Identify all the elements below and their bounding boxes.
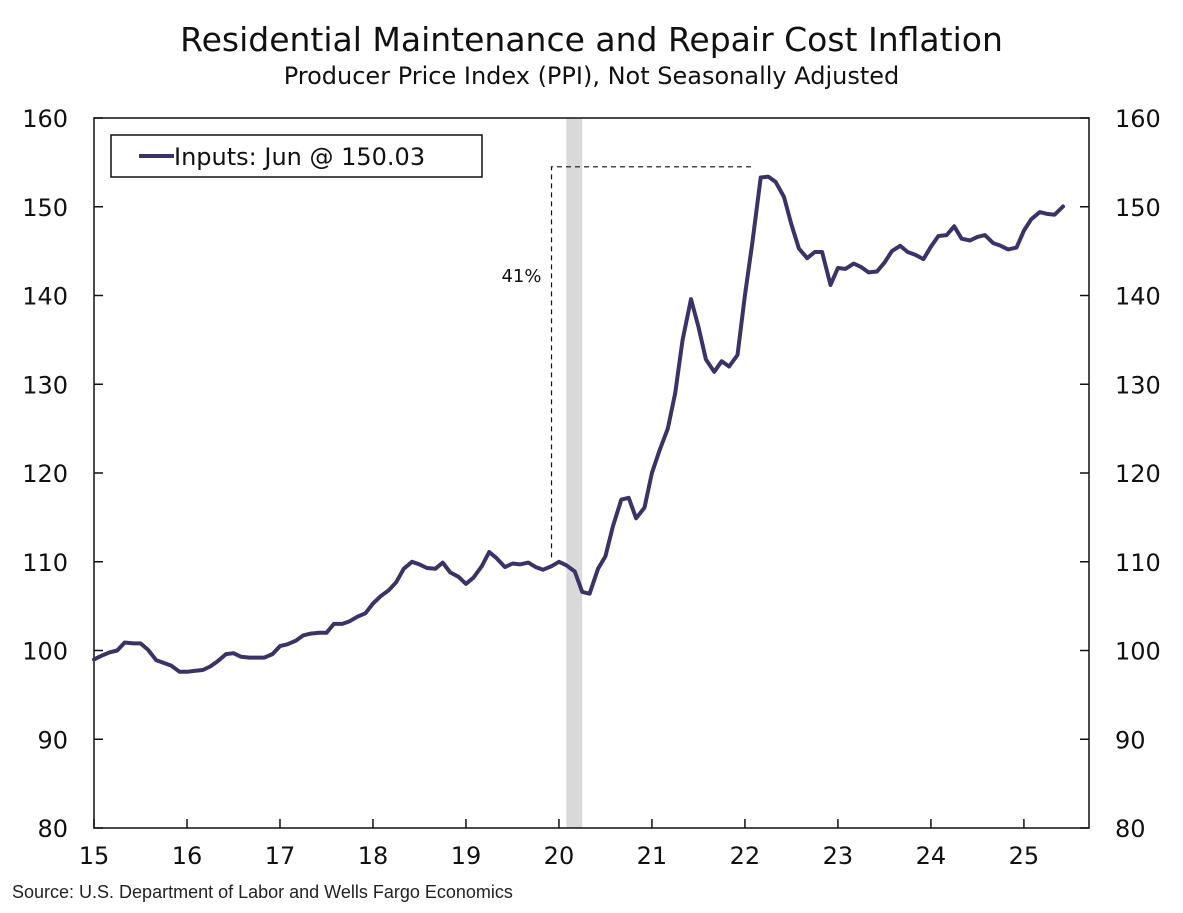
chart-source: Source: U.S. Department of Labor and Wel… xyxy=(12,882,513,902)
x-tick-label: 20 xyxy=(544,842,575,870)
y-tick-label-right: 100 xyxy=(1115,638,1161,666)
x-tick-label: 19 xyxy=(451,842,482,870)
chart-subtitle: Producer Price Index (PPI), Not Seasonal… xyxy=(283,62,900,90)
legend-label: Inputs: Jun @ 150.03 xyxy=(174,143,425,171)
y-tick-label-left: 130 xyxy=(22,371,68,399)
y-tick-label-right: 120 xyxy=(1115,460,1161,488)
x-tick-label: 25 xyxy=(1009,842,1040,870)
x-tick-label: 22 xyxy=(730,842,761,870)
x-tick-label: 17 xyxy=(265,842,296,870)
x-tick-label: 23 xyxy=(823,842,854,870)
x-tick-label: 16 xyxy=(172,842,203,870)
x-tick-label: 21 xyxy=(637,842,668,870)
y-tick-label-right: 140 xyxy=(1115,283,1161,311)
axis-ticks: 80 80 90 90 100 100 110 110 120 120 130 130 140 140 15… xyxy=(22,105,1161,870)
chart-title: Residential Maintenance and Repair Cost … xyxy=(180,20,1003,59)
y-tick-label-left: 160 xyxy=(22,105,68,133)
y-tick-label-right: 150 xyxy=(1115,194,1161,222)
y-tick-label-right: 130 xyxy=(1115,371,1161,399)
y-tick-label-left: 80 xyxy=(37,815,68,843)
y-tick-label-left: 90 xyxy=(37,726,68,754)
y-tick-label-left: 120 xyxy=(22,460,68,488)
y-tick-label-left: 150 xyxy=(22,194,68,222)
x-tick-label: 24 xyxy=(916,842,947,870)
series-line-inputs xyxy=(92,174,1065,674)
recession-shading xyxy=(566,118,583,828)
y-tick-label-right: 160 xyxy=(1115,105,1161,133)
plot-frame xyxy=(93,117,1090,829)
annotation-bracket xyxy=(550,166,755,558)
y-tick-label-left: 100 xyxy=(22,638,68,666)
y-tick-label-right: 90 xyxy=(1115,726,1146,754)
annotation-label: 41% xyxy=(501,266,541,287)
x-tick-label: 15 xyxy=(79,842,110,870)
y-tick-label-right: 80 xyxy=(1115,815,1146,843)
y-tick-label-left: 140 xyxy=(22,283,68,311)
y-tick-label-left: 110 xyxy=(22,549,68,577)
y-tick-label-right: 110 xyxy=(1115,549,1161,577)
legend: Inputs: Jun @ 150.03 xyxy=(110,134,483,178)
x-tick-label: 18 xyxy=(358,842,389,870)
